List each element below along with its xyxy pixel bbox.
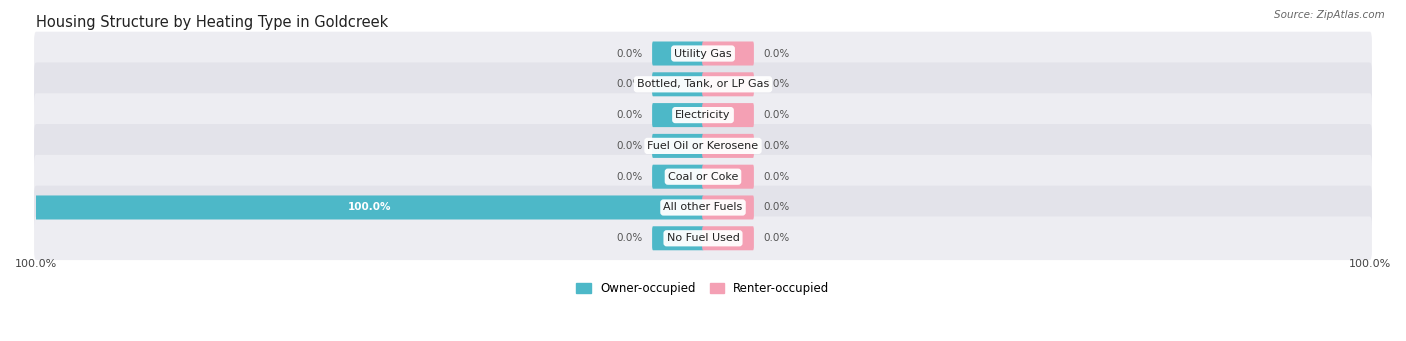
FancyBboxPatch shape (34, 62, 1372, 106)
Text: 0.0%: 0.0% (617, 79, 643, 89)
FancyBboxPatch shape (702, 226, 754, 250)
FancyBboxPatch shape (652, 72, 704, 96)
Text: 0.0%: 0.0% (763, 203, 789, 212)
FancyBboxPatch shape (702, 103, 754, 127)
Text: 0.0%: 0.0% (617, 233, 643, 243)
FancyBboxPatch shape (35, 195, 704, 220)
FancyBboxPatch shape (34, 124, 1372, 168)
FancyBboxPatch shape (652, 42, 704, 65)
Text: 100.0%: 100.0% (347, 203, 391, 212)
Text: Housing Structure by Heating Type in Goldcreek: Housing Structure by Heating Type in Gol… (37, 15, 388, 30)
FancyBboxPatch shape (34, 186, 1372, 229)
Text: 0.0%: 0.0% (617, 172, 643, 182)
FancyBboxPatch shape (652, 226, 704, 250)
Text: All other Fuels: All other Fuels (664, 203, 742, 212)
Text: 0.0%: 0.0% (763, 110, 789, 120)
Text: No Fuel Used: No Fuel Used (666, 233, 740, 243)
Text: Electricity: Electricity (675, 110, 731, 120)
FancyBboxPatch shape (34, 217, 1372, 260)
Text: Utility Gas: Utility Gas (675, 48, 731, 59)
FancyBboxPatch shape (34, 155, 1372, 198)
Text: 0.0%: 0.0% (617, 48, 643, 59)
Text: Source: ZipAtlas.com: Source: ZipAtlas.com (1274, 10, 1385, 20)
Text: 0.0%: 0.0% (763, 172, 789, 182)
FancyBboxPatch shape (702, 134, 754, 158)
Text: 0.0%: 0.0% (763, 141, 789, 151)
FancyBboxPatch shape (34, 93, 1372, 137)
Text: Fuel Oil or Kerosene: Fuel Oil or Kerosene (647, 141, 759, 151)
FancyBboxPatch shape (652, 134, 704, 158)
FancyBboxPatch shape (652, 103, 704, 127)
FancyBboxPatch shape (702, 165, 754, 189)
Text: 0.0%: 0.0% (617, 110, 643, 120)
FancyBboxPatch shape (702, 72, 754, 96)
Text: Bottled, Tank, or LP Gas: Bottled, Tank, or LP Gas (637, 79, 769, 89)
Text: 0.0%: 0.0% (763, 48, 789, 59)
FancyBboxPatch shape (652, 165, 704, 189)
Text: 0.0%: 0.0% (617, 141, 643, 151)
Text: 0.0%: 0.0% (763, 233, 789, 243)
FancyBboxPatch shape (702, 195, 754, 220)
FancyBboxPatch shape (34, 32, 1372, 75)
Text: Coal or Coke: Coal or Coke (668, 172, 738, 182)
FancyBboxPatch shape (702, 42, 754, 65)
Legend: Owner-occupied, Renter-occupied: Owner-occupied, Renter-occupied (576, 282, 830, 295)
Text: 0.0%: 0.0% (763, 79, 789, 89)
